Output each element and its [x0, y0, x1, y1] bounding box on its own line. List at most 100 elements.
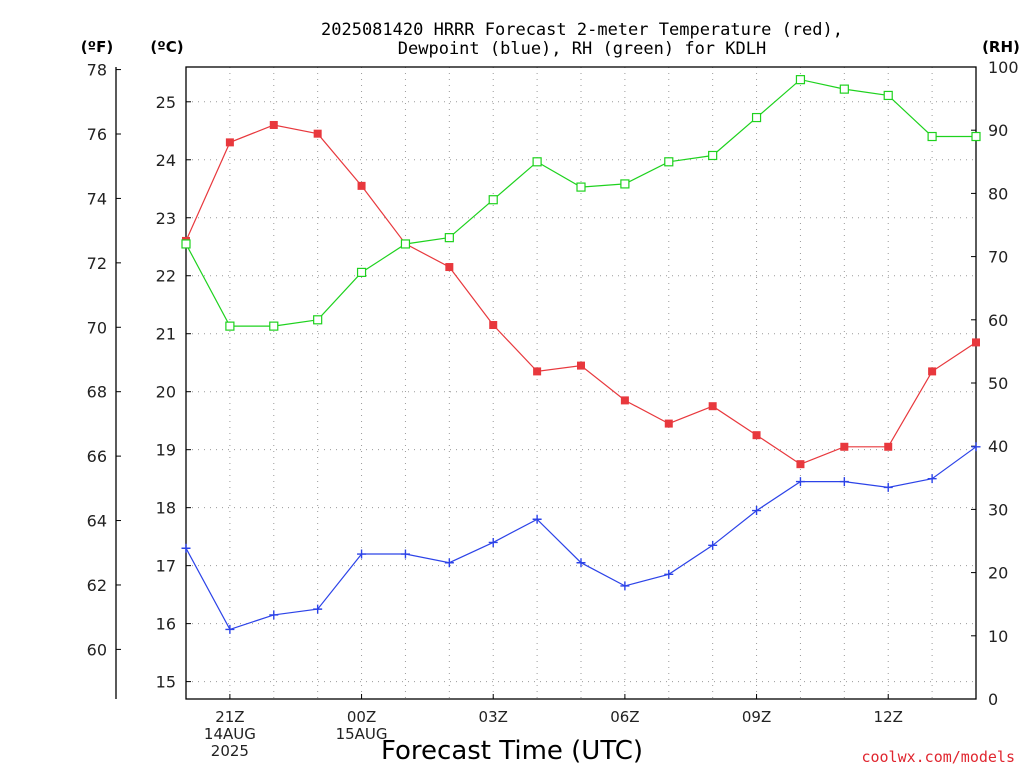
rh-data-point: [708, 150, 718, 161]
temperature-data-point: [489, 321, 498, 330]
rh-data-point: [269, 321, 279, 331]
rh-data-point: [576, 182, 586, 192]
rh-tick-label: 40: [988, 437, 1008, 456]
celsius-tick-label: 21: [156, 325, 176, 344]
rh-tick-label: 0: [988, 690, 998, 709]
dewpoint-data-point: [269, 610, 279, 620]
fahrenheit-axis-unit: (ºF): [81, 38, 113, 56]
plot-frame: [185, 66, 977, 700]
fahrenheit-tick-label: 78: [87, 61, 107, 80]
fahrenheit-tick-label: 68: [87, 383, 107, 402]
rh-data-point: [488, 195, 498, 205]
celsius-tick-label: 22: [156, 267, 176, 286]
rh-data-point: [795, 75, 806, 85]
axis-layer: 60 62 64 66 68 70 72 74 76 78 15 16 17 18 19 20 21 22 23 24…: [87, 58, 1019, 760]
dewpoint-data-point: [664, 569, 674, 579]
rh-tick-label: 90: [988, 121, 1008, 140]
temperature-data-point: [796, 460, 805, 469]
rh-data-point: [927, 131, 937, 142]
rh-data-point: [225, 321, 235, 331]
rh-tick-label: 30: [988, 500, 1008, 519]
rh-data-point: [883, 90, 893, 101]
x-axis-label: Forecast Time (UTC): [381, 736, 643, 766]
dewpoint-data-point: [708, 540, 718, 550]
temperature-data-point: [269, 120, 278, 129]
rh-data-point: [839, 84, 849, 94]
rh-data-point: [181, 239, 191, 249]
dewpoint-data-point: [357, 549, 367, 559]
celsius-axis-unit: (ºC): [150, 38, 183, 56]
temperature-data-point: [577, 361, 585, 370]
chart-title-line-1: 2025081420 HRRR Forecast 2-meter Tempera…: [321, 20, 843, 40]
temperature-data-point: [664, 419, 673, 428]
temperature-data-point: [972, 338, 980, 347]
temperature-data-point: [533, 367, 542, 376]
fahrenheit-tick-label: 76: [87, 125, 107, 144]
x-tick-label: 00Z: [347, 708, 376, 726]
dewpoint-data-point: [927, 474, 937, 484]
rh-tick-label: 70: [988, 248, 1008, 267]
series-layer: [181, 75, 981, 634]
chart-title-line-2: Dewpoint (blue), RH (green) for KDLH: [398, 39, 766, 59]
rh-data-point: [356, 267, 367, 277]
celsius-tick-label: 16: [156, 615, 176, 634]
rh-data-point: [444, 233, 454, 243]
fahrenheit-tick-label: 72: [87, 254, 107, 273]
x-tick-label: 14AUG: [204, 725, 256, 743]
fahrenheit-tick-label: 66: [87, 447, 107, 466]
temperature-data-point: [225, 138, 234, 147]
credit-text: coolwx.com/models: [861, 748, 1015, 766]
rh-data-point: [532, 157, 542, 167]
rh-tick-label: 60: [988, 311, 1008, 330]
dewpoint-data-point: [620, 581, 630, 591]
dewpoint-data-point: [971, 442, 981, 452]
rh-data-point: [664, 157, 674, 167]
celsius-tick-label: 25: [156, 93, 176, 112]
rh-data-point: [620, 179, 630, 189]
celsius-tick-label: 17: [156, 557, 176, 576]
x-tick-label: 21Z: [215, 708, 244, 726]
temperature-data-point: [313, 129, 322, 138]
fahrenheit-tick-label: 64: [87, 512, 107, 531]
celsius-tick-label: 20: [156, 383, 176, 402]
celsius-tick-label: 18: [156, 499, 176, 518]
dewpoint-data-point: [444, 558, 454, 568]
dewpoint-data-point: [400, 549, 410, 559]
rh-data-point: [313, 315, 323, 325]
dewpoint-data-point: [488, 537, 498, 547]
dewpoint-data-point: [313, 604, 323, 614]
x-tick-label: 12Z: [874, 708, 903, 726]
fahrenheit-tick-label: 62: [87, 576, 107, 595]
temperature-data-point: [752, 431, 761, 440]
temperature-data-point: [445, 263, 454, 272]
temperature-data-point: [357, 181, 366, 190]
x-tick-label: 03Z: [479, 708, 508, 726]
rh-data-point: [751, 112, 762, 123]
celsius-tick-label: 23: [156, 209, 176, 228]
rh-data-point: [400, 239, 411, 249]
fahrenheit-tick-label: 74: [87, 189, 107, 208]
grid-layer: [185, 67, 977, 699]
temperature-data-point: [928, 367, 937, 376]
x-tick-label: 06Z: [610, 708, 639, 726]
dewpoint-data-point: [752, 506, 762, 516]
temperature-data-point: [840, 442, 849, 451]
rh-tick-label: 80: [988, 184, 1008, 203]
dewpoint-data-point: [181, 543, 191, 553]
dewpoint-data-point: [795, 477, 805, 487]
x-tick-label: 2025: [211, 742, 249, 760]
rh-tick-label: 20: [988, 564, 1008, 583]
dewpoint-data-point: [576, 558, 586, 568]
dewpoint-series-line: [185, 446, 977, 631]
celsius-tick-label: 19: [156, 441, 176, 460]
rh-axis-unit: (RH): [982, 38, 1020, 56]
x-tick-label: 15AUG: [336, 725, 388, 743]
temperature-data-point: [884, 442, 893, 451]
rh-data-point: [971, 131, 981, 142]
celsius-tick-label: 15: [156, 673, 176, 692]
dewpoint-data-point: [883, 482, 893, 492]
dewpoint-data-point: [532, 514, 542, 524]
fahrenheit-tick-label: 60: [87, 640, 107, 659]
dewpoint-data-point: [839, 477, 849, 487]
